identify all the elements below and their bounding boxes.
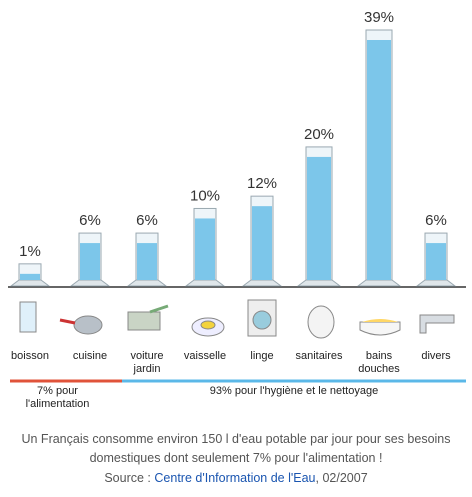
value-label: 20% [304, 126, 334, 143]
category-label: cuisine [72, 350, 108, 362]
group-label: 7% pour l'alimentation [25, 385, 90, 410]
water [367, 40, 391, 280]
value-label: 6% [79, 212, 101, 229]
category-label: boisson [11, 350, 49, 362]
water [307, 156, 331, 280]
category-label: divers [421, 350, 451, 362]
icons [19, 299, 455, 339]
category-label: vaisselle [183, 350, 227, 362]
caption: Un Français consomme environ 150 l d'eau… [21, 432, 451, 465]
category-label: bains douches [358, 350, 400, 375]
water [252, 206, 272, 280]
value-label: 12% [247, 175, 277, 192]
water [137, 243, 157, 280]
water [20, 273, 40, 280]
source: Source : Centre d'Information de l'Eau, … [10, 469, 462, 488]
cylinder-foot [415, 279, 457, 287]
category-label: sanitaires [295, 350, 343, 362]
cylinder-foot [126, 279, 168, 287]
group-label: 93% pour l'hygiène et le nettoyage [209, 385, 379, 397]
water [80, 243, 100, 280]
source-suffix: , 02/2007 [315, 471, 368, 485]
value-label: 1% [19, 243, 41, 260]
water [426, 243, 446, 280]
cylinder-foot [9, 279, 51, 287]
value-label: 6% [136, 212, 158, 229]
cylinder-foot [69, 279, 111, 287]
value-label: 39% [364, 9, 394, 26]
value-label: 10% [190, 187, 220, 204]
cylinder-foot [241, 279, 283, 287]
cylinder-foot [184, 279, 226, 287]
cylinder-foot [296, 279, 342, 287]
source-link[interactable]: Centre d'Information de l'Eau [154, 471, 316, 485]
category-label: linge [250, 350, 274, 362]
category-label: voiture jardin [130, 350, 164, 375]
source-prefix: Source : [104, 471, 151, 485]
value-label: 6% [425, 212, 447, 229]
cylinder-foot [356, 279, 402, 287]
water [195, 218, 215, 280]
